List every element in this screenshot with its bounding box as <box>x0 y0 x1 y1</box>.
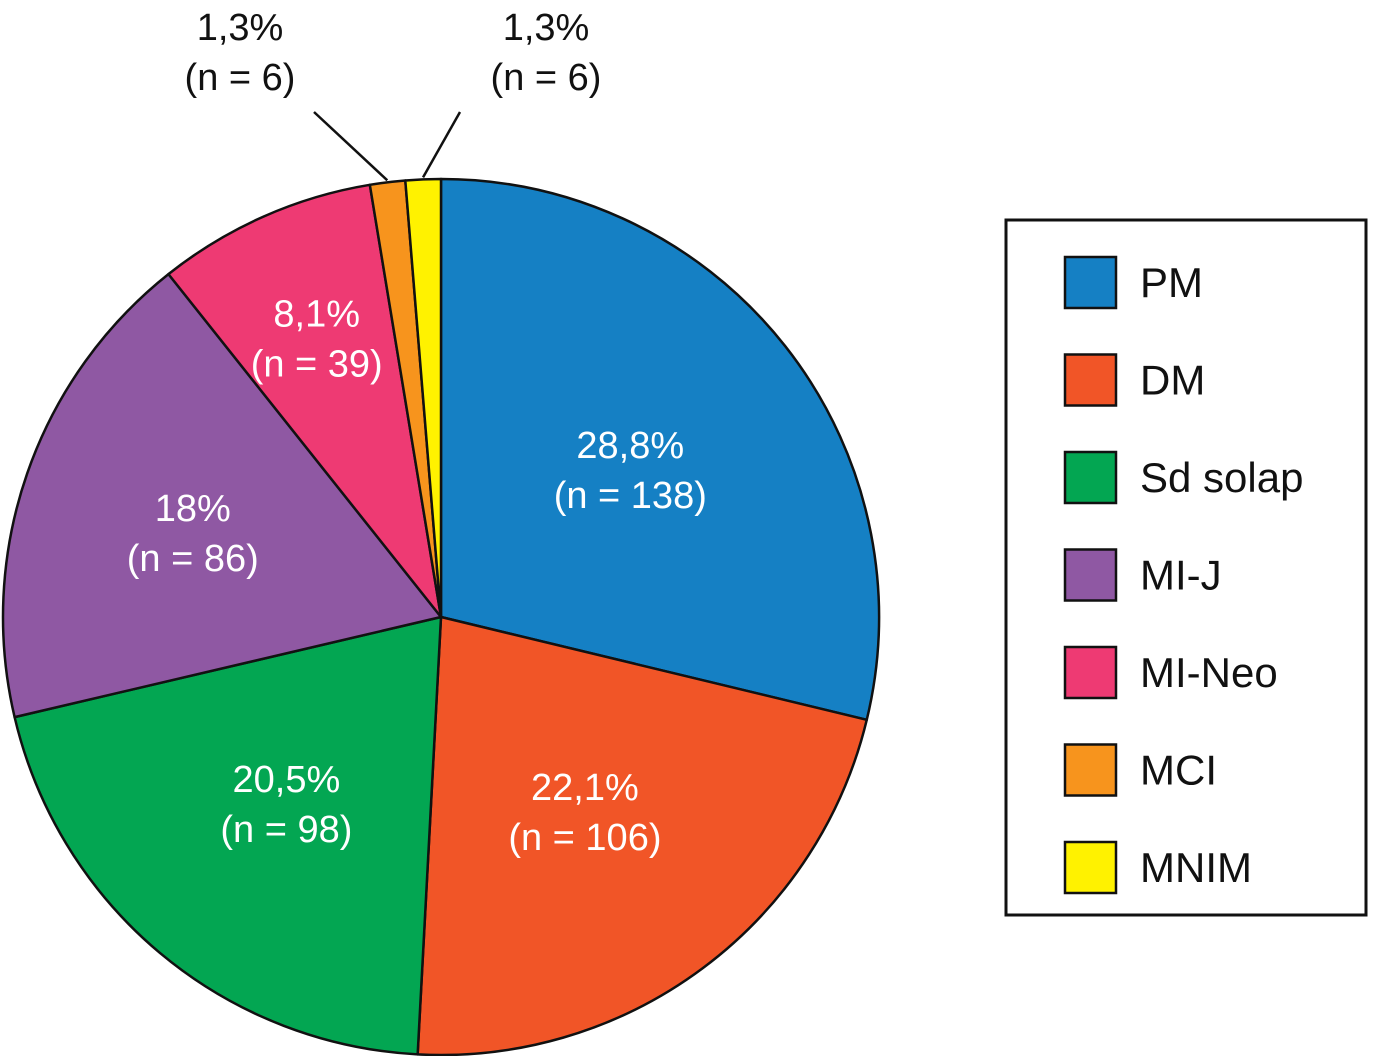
slice-count-label-mci: (n = 6) <box>185 57 296 99</box>
legend-swatch-dm <box>1063 353 1118 407</box>
slice-percent-label-mnim: 1,3% <box>503 7 590 49</box>
slice-labels: 28,8% (n = 138) 22,1% (n = 106) 20,5% (n = 98… <box>127 7 707 859</box>
pie-slice-sd-solap <box>13 615 443 1056</box>
slice-count-label-mi-neo: (n = 39) <box>251 344 383 386</box>
pie-slice-mnim <box>404 177 443 619</box>
legend-label-mci: MCI <box>1140 747 1217 794</box>
legend-swatch-mnim <box>1063 840 1118 895</box>
pie-slices <box>1 177 881 1056</box>
legend: PM DM Sd solap MI-J MI-Neo MCI MNIM <box>1004 218 1368 917</box>
slice-count-label-pm: (n = 138) <box>554 475 707 517</box>
slice-percent-label-mi-neo: 8,1% <box>273 294 360 336</box>
slice-count-label-mi-j: (n = 86) <box>127 538 259 580</box>
slice-percent-label-mci: 1,3% <box>197 7 284 49</box>
legend-swatch-mi-neo <box>1063 645 1118 700</box>
legend-label-mi-j: MI-J <box>1140 552 1222 599</box>
legend-swatch-mci <box>1063 743 1118 797</box>
pie-slice-mi-j <box>1 272 443 719</box>
legend-label-mi-neo: MI-Neo <box>1140 649 1278 696</box>
slice-percent-label-dm: 22,1% <box>531 767 639 809</box>
pie-slice-dm <box>416 615 869 1056</box>
legend-swatch-pm <box>1063 255 1118 310</box>
slice-count-label-dm: (n = 106) <box>508 817 661 859</box>
legend-label-mnim: MNIM <box>1140 844 1252 891</box>
legend-label-pm: PM <box>1140 259 1203 306</box>
leader-line-mci <box>313 111 389 182</box>
pie-slice-pm <box>439 177 881 722</box>
legend-swatch-mi-j <box>1063 548 1118 602</box>
legend-label-sd-solap: Sd solap <box>1140 454 1303 501</box>
leader-line-mnim <box>421 111 462 178</box>
slice-percent-label-mi-j: 18% <box>155 488 231 530</box>
pie-slice-mi-neo <box>167 183 443 619</box>
leader-lines <box>313 111 462 182</box>
slice-percent-label-pm: 28,8% <box>576 425 684 467</box>
slice-count-label-sd-solap: (n = 98) <box>220 809 352 851</box>
legend-swatch-sd-solap <box>1063 450 1118 505</box>
legend-label-dm: DM <box>1140 357 1205 404</box>
slice-percent-label-sd-solap: 20,5% <box>233 759 341 801</box>
slice-count-label-mnim: (n = 6) <box>491 57 602 99</box>
